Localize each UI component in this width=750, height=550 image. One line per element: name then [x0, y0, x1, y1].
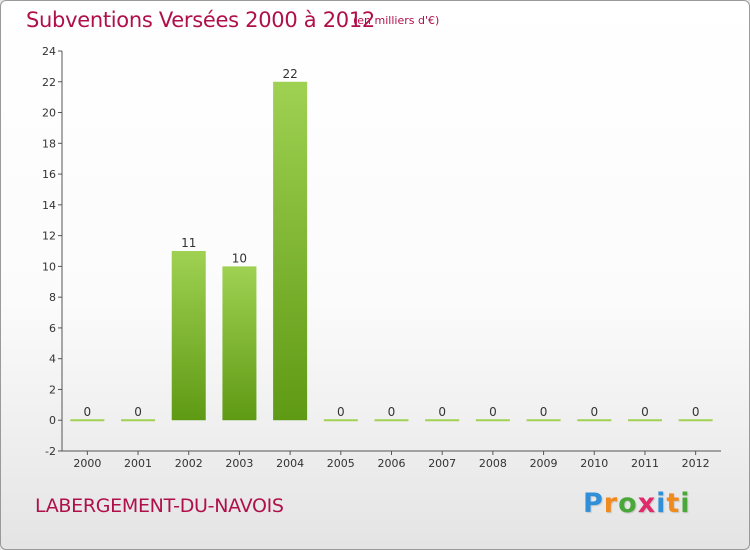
- proxiti-logo: Proxiti: [583, 488, 691, 519]
- x-tick-label-2005: 2005: [327, 457, 355, 470]
- data-label-2006: 0: [388, 405, 396, 419]
- y-tick-label-4: 4: [49, 353, 56, 366]
- data-label-2008: 0: [489, 405, 497, 419]
- data-label-2004: 22: [282, 67, 297, 81]
- y-tick-label-24: 24: [42, 45, 56, 58]
- y-tick-label--2: -2: [45, 445, 56, 458]
- chart-subtitle: (en milliers d'€): [353, 14, 440, 27]
- y-tick-label-20: 20: [42, 107, 56, 120]
- data-label-2001: 0: [134, 405, 142, 419]
- data-label-2011: 0: [641, 405, 649, 419]
- logo-letter: P: [583, 488, 604, 519]
- bar-2002: [171, 251, 206, 421]
- y-tick-label-14: 14: [42, 199, 56, 212]
- y-tick-label-10: 10: [42, 260, 56, 273]
- y-tick-label-12: 12: [42, 230, 56, 243]
- logo-letter: o: [618, 488, 638, 519]
- data-label-2003: 10: [232, 251, 247, 265]
- x-tick-label-2004: 2004: [276, 457, 304, 470]
- chart-title: Subventions Versées 2000 à 2012: [26, 8, 375, 32]
- logo-letter: x: [637, 488, 657, 519]
- y-tick-label-22: 22: [42, 76, 56, 89]
- logo-letter: t: [666, 488, 681, 519]
- axes: 2000 2001 2002 2003 2004 2005 2006 2007 2008 2009…: [42, 45, 721, 470]
- data-label-2010: 0: [590, 405, 598, 419]
- data-label-2007: 0: [438, 405, 446, 419]
- x-tick-label-2009: 2009: [530, 457, 558, 470]
- x-tick-label-2008: 2008: [479, 457, 507, 470]
- logo-letter: i: [656, 488, 667, 519]
- y-tick-label-8: 8: [49, 291, 56, 304]
- data-label-2009: 0: [540, 405, 548, 419]
- logo-letter: r: [603, 488, 619, 519]
- x-tick-label-2011: 2011: [631, 457, 659, 470]
- logo-letter: i: [680, 488, 691, 519]
- data-label-2000: 0: [84, 405, 92, 419]
- y-tick-label-2: 2: [49, 383, 56, 396]
- data-label-2012: 0: [692, 405, 700, 419]
- bar-2004: [273, 81, 308, 421]
- x-tick-label-2002: 2002: [175, 457, 203, 470]
- x-tick-label-2000: 2000: [73, 457, 101, 470]
- y-tick-label-16: 16: [42, 168, 56, 181]
- x-tick-label-2012: 2012: [682, 457, 710, 470]
- y-tick-label-18: 18: [42, 137, 56, 150]
- data-label-2005: 0: [337, 405, 345, 419]
- x-tick-label-2006: 2006: [378, 457, 406, 470]
- y-tick-label-6: 6: [49, 322, 56, 335]
- x-tick-label-2007: 2007: [428, 457, 456, 470]
- x-tick-label-2001: 2001: [124, 457, 152, 470]
- bar-2003: [222, 266, 257, 421]
- data-label-2002: 11: [181, 236, 196, 250]
- commune-name: LABERGEMENT-DU-NAVOIS: [35, 495, 284, 517]
- bars-layer: 0 0 11 10 22 0 0 0 0 0 0 0 0: [70, 67, 713, 422]
- x-tick-label-2010: 2010: [580, 457, 608, 470]
- y-tick-label-0: 0: [49, 414, 56, 427]
- x-tick-label-2003: 2003: [225, 457, 253, 470]
